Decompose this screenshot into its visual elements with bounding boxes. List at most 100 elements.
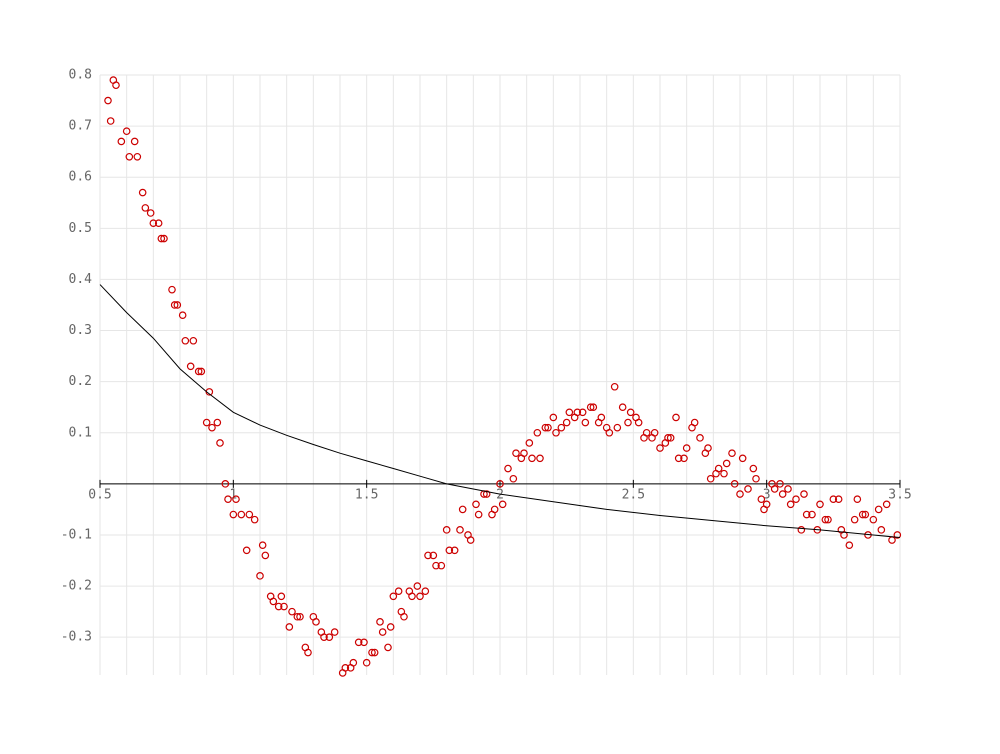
data-point [672, 413, 680, 422]
data-point [384, 643, 392, 652]
data-point [821, 515, 830, 524]
data-point [634, 418, 643, 427]
data-point [285, 623, 294, 631]
data-point [541, 423, 550, 432]
data-point [330, 628, 339, 636]
data-point [573, 408, 582, 417]
data-point [277, 592, 286, 601]
data-point [512, 449, 520, 457]
data-point [845, 541, 854, 549]
data-point [378, 628, 387, 636]
data-point [149, 219, 158, 228]
data-point [112, 81, 120, 90]
data-point [232, 495, 240, 503]
y-tick-label: -0.2 [61, 579, 92, 594]
data-point [258, 541, 267, 549]
data-point [202, 418, 211, 427]
data-point [432, 561, 440, 570]
data-point [549, 413, 558, 422]
data-point [189, 336, 198, 345]
data-point [618, 403, 627, 411]
data-point [850, 515, 859, 524]
data-point [498, 500, 507, 509]
data-point [778, 490, 787, 498]
data-point [170, 301, 179, 309]
data-point [589, 403, 598, 411]
data-point [160, 234, 168, 243]
data-point [802, 510, 811, 519]
data-point [466, 536, 475, 544]
data-point [824, 515, 832, 524]
data-point [421, 587, 430, 595]
data-point [605, 428, 614, 437]
data-point [786, 500, 795, 509]
data-point [389, 592, 398, 601]
data-point [472, 500, 480, 509]
data-point [770, 485, 779, 493]
data-point [216, 439, 224, 447]
data-point [504, 464, 512, 473]
data-point [450, 546, 459, 555]
data-point [178, 311, 187, 320]
data-point [882, 500, 891, 509]
data-point [256, 572, 264, 580]
data-point [738, 454, 747, 463]
data-point [245, 510, 254, 519]
data-point [613, 423, 622, 432]
data-point [474, 510, 483, 519]
y-tick-label: 0.2 [69, 374, 92, 389]
data-point [274, 602, 283, 611]
x-tick-label: 1 [229, 487, 237, 502]
data-point [408, 592, 416, 601]
data-point [520, 449, 528, 457]
data-point [752, 474, 760, 483]
x-tick-label: 0.5 [88, 487, 111, 502]
data-point [533, 428, 542, 437]
y-tick-label: -0.3 [61, 630, 92, 645]
data-point [714, 464, 723, 473]
data-point [730, 480, 739, 488]
data-point [557, 423, 566, 432]
data-point [800, 490, 808, 498]
data-point [376, 618, 384, 626]
data-point [288, 607, 296, 616]
data-point [437, 561, 446, 570]
data-point [666, 434, 675, 442]
data-point [784, 485, 792, 493]
x-tick-label: 2.5 [622, 487, 645, 502]
data-point [877, 526, 886, 534]
data-point [597, 413, 606, 422]
data-point [429, 551, 438, 560]
data-point [280, 602, 288, 611]
data-point [296, 612, 304, 621]
data-point [242, 546, 251, 555]
data-point [552, 428, 560, 437]
data-point [386, 623, 395, 631]
data-point [208, 423, 216, 432]
data-point [413, 582, 422, 590]
data-point [157, 234, 166, 243]
y-tick-label: 0.1 [69, 425, 92, 440]
data-point [626, 408, 635, 417]
data-point [525, 439, 534, 447]
x-tick-label: 3 [763, 487, 771, 502]
data-point [869, 515, 878, 524]
data-point [808, 510, 816, 519]
data-point [650, 428, 659, 437]
data-point [544, 423, 552, 432]
data-point [354, 638, 363, 647]
data-point [394, 587, 403, 595]
data-point [581, 418, 590, 427]
data-point [496, 480, 504, 488]
data-point [642, 428, 651, 437]
data-point [482, 490, 491, 498]
data-point [834, 495, 843, 503]
data-point [146, 209, 155, 217]
data-point [400, 612, 408, 621]
data-point [610, 382, 619, 391]
data-point [874, 505, 883, 514]
data-point [304, 648, 312, 657]
data-point [224, 495, 232, 503]
data-point [728, 449, 736, 457]
data-point [722, 459, 731, 468]
